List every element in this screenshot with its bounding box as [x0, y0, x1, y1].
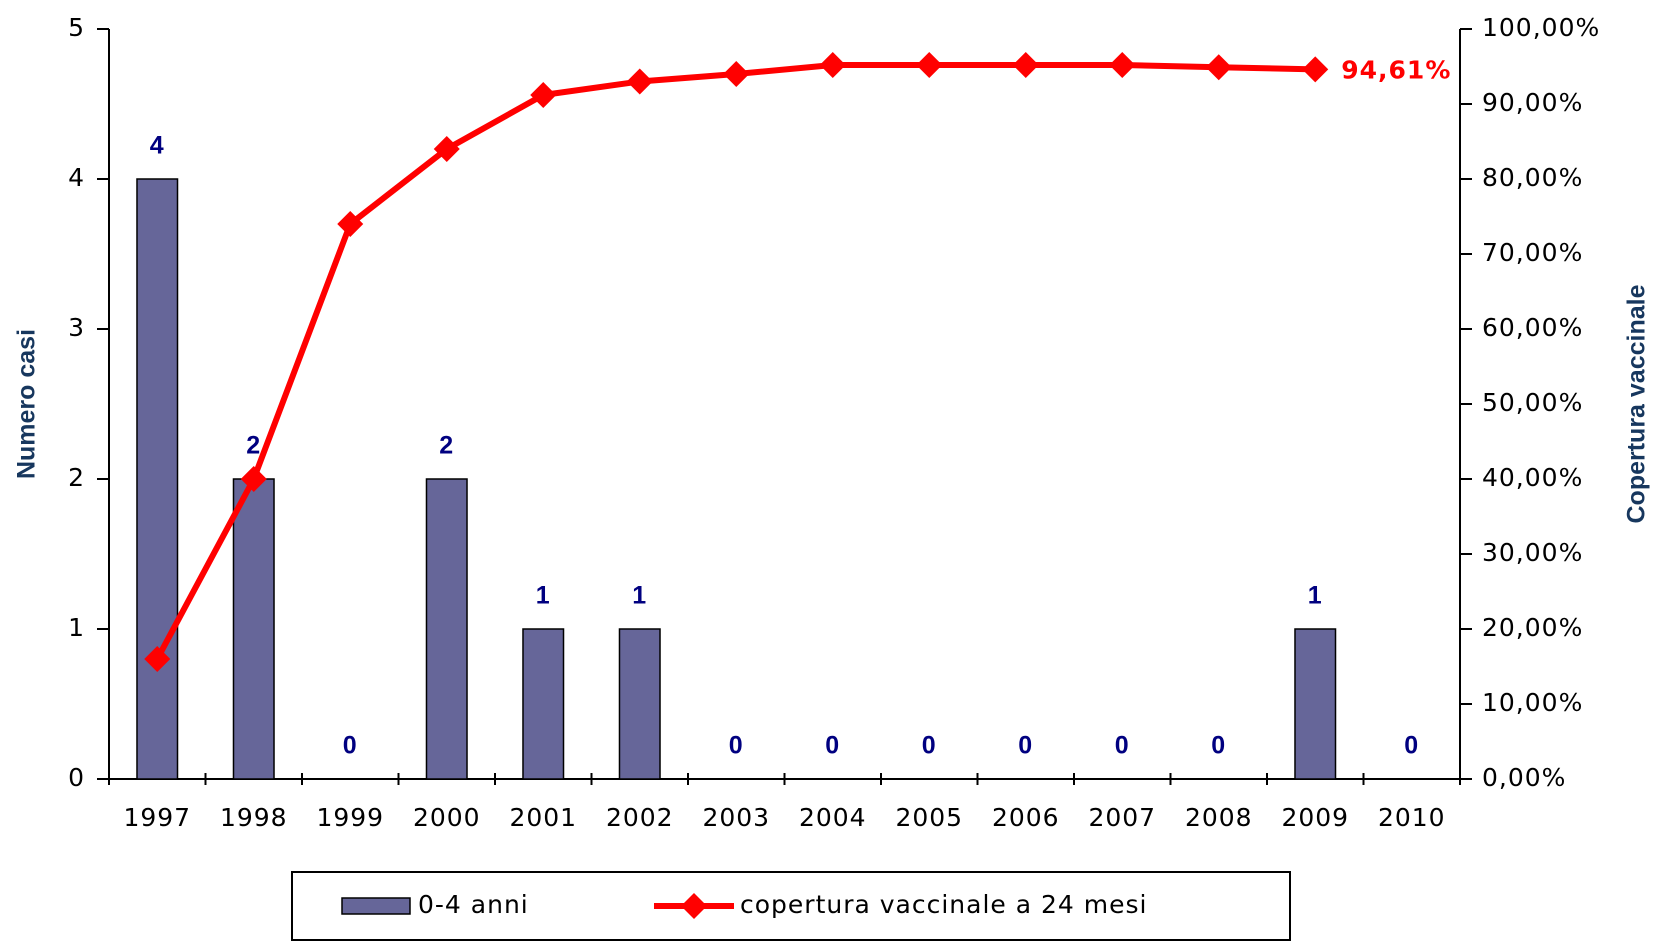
line-marker — [433, 136, 460, 162]
bar-value-label: 0 — [922, 732, 937, 760]
y2-tick-label: 80,00% — [1482, 163, 1583, 192]
legend-marker — [681, 893, 707, 919]
y2-tick-label: 10,00% — [1482, 688, 1583, 717]
line-marker — [337, 211, 364, 237]
x-tick-label: 1997 — [123, 803, 191, 832]
line-marker — [240, 466, 267, 492]
line-marker — [819, 52, 846, 78]
legend-label: 0-4 anni — [418, 890, 529, 919]
x-tick-label: 2005 — [895, 803, 963, 832]
bar-value-label: 0 — [1211, 732, 1226, 760]
x-tick-label: 2008 — [1185, 803, 1253, 832]
y2-tick-label: 40,00% — [1482, 463, 1583, 492]
y2-axis-title: Copertura vaccinale — [1623, 284, 1651, 523]
bar — [232, 478, 275, 780]
y2-tick-label: 60,00% — [1482, 313, 1583, 342]
bar-value-label: 2 — [439, 432, 454, 460]
x-tick-label: 1998 — [220, 803, 288, 832]
bar-value-label: 2 — [246, 432, 261, 460]
x-tick-label: 1999 — [316, 803, 384, 832]
x-tick-label: 2007 — [1088, 803, 1156, 832]
legend-label: copertura vaccinale a 24 mesi — [740, 890, 1147, 919]
bar — [522, 628, 565, 780]
y-tick-label: 2 — [68, 463, 85, 492]
bar — [136, 178, 179, 780]
bar-value-label: 1 — [1308, 582, 1323, 610]
y2-tick-label: 20,00% — [1482, 613, 1583, 642]
y-axis-title: Numero casi — [13, 329, 41, 479]
line-marker — [1109, 52, 1136, 78]
y-tick-label: 5 — [68, 13, 85, 42]
y-tick-label: 1 — [68, 613, 85, 642]
line-marker — [1302, 56, 1329, 83]
y2-tick-label: 90,00% — [1482, 88, 1583, 117]
y-tick-label: 4 — [68, 163, 85, 192]
bar-value-label: 0 — [343, 732, 358, 760]
line-marker — [723, 61, 750, 87]
x-tick-label: 2006 — [992, 803, 1060, 832]
bar — [1294, 628, 1337, 780]
y-tick-label: 0 — [68, 763, 85, 792]
line-marker — [916, 52, 943, 78]
bar-value-label: 0 — [1404, 732, 1419, 760]
line-value-label: 94,61% — [1341, 55, 1451, 84]
y2-tick-label: 70,00% — [1482, 238, 1583, 267]
line-marker — [530, 82, 557, 108]
bar-value-label: 0 — [1018, 732, 1033, 760]
bar-value-label: 0 — [1115, 732, 1130, 760]
line-marker — [626, 68, 653, 95]
bar-value-label: 4 — [150, 132, 165, 160]
legend-box — [291, 871, 1291, 941]
bar-value-label: 0 — [729, 732, 744, 760]
bar-value-label: 0 — [825, 732, 840, 760]
legend-swatch — [341, 897, 411, 915]
bar-value-label: 1 — [632, 582, 647, 610]
bar-value-label: 1 — [536, 582, 551, 610]
y2-tick-label: 30,00% — [1482, 538, 1583, 567]
x-tick-label: 2002 — [606, 803, 674, 832]
bar — [618, 628, 661, 780]
line-marker — [1205, 54, 1232, 81]
x-tick-label: 2003 — [702, 803, 770, 832]
y2-tick-label: 100,00% — [1482, 13, 1600, 42]
line-marker — [144, 646, 171, 672]
y-tick-label: 3 — [68, 313, 85, 342]
x-tick-label: 2010 — [1378, 803, 1446, 832]
y2-tick-label: 0,00% — [1482, 763, 1566, 792]
x-tick-label: 2000 — [413, 803, 481, 832]
bar — [425, 478, 468, 780]
x-tick-label: 2004 — [799, 803, 867, 832]
y2-tick-label: 50,00% — [1482, 388, 1583, 417]
line-marker — [1012, 52, 1039, 78]
x-tick-label: 2009 — [1281, 803, 1349, 832]
x-tick-label: 2001 — [509, 803, 577, 832]
line — [154, 62, 1316, 661]
